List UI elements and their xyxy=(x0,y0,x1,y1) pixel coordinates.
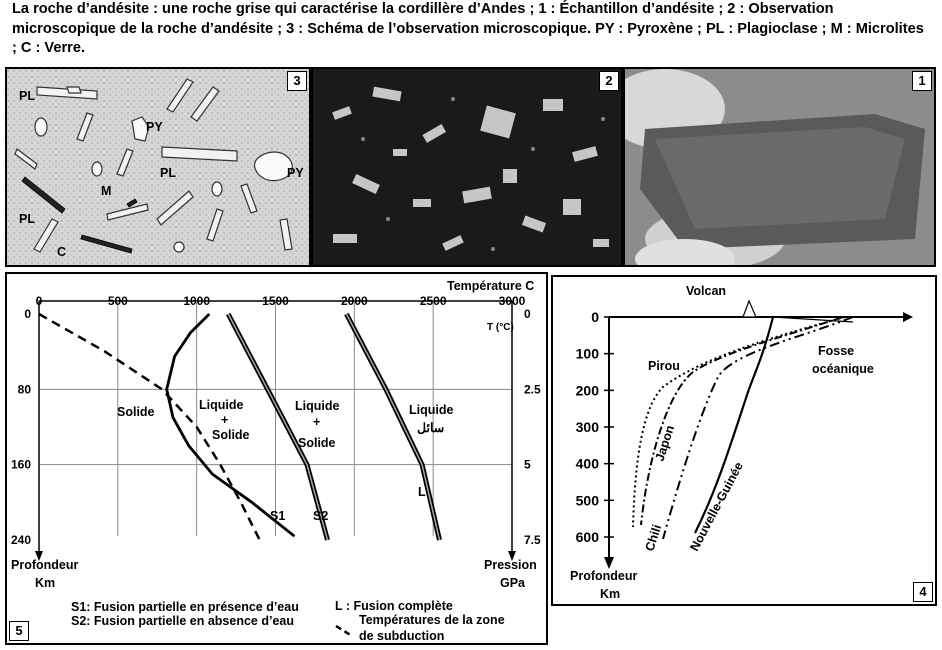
phase-diagram-chart: Température C 0 500 1000 1500 2000 2500 3000 0… xyxy=(11,279,541,643)
temperature-tick-label: 1500 xyxy=(262,294,289,308)
figure-caption: La roche d’andésite : une roche grise qu… xyxy=(12,1,924,56)
sample-photo xyxy=(625,69,934,265)
label-pl-2: PL xyxy=(160,166,176,180)
label-c: C xyxy=(57,245,66,259)
depth-tick-labels: 0 80 160 240 xyxy=(11,307,31,547)
surface-axis-arrow xyxy=(903,312,913,322)
slab-label: Nouvelle-Guinée xyxy=(687,460,746,554)
zone-ls1-c: Solide xyxy=(212,428,250,442)
zone-ls2-a: Liquide xyxy=(295,399,339,413)
series-s2 xyxy=(227,313,329,541)
phase-diagram-series xyxy=(38,312,442,541)
panel-4-subduction: 0 100 200 300 400 500 600 Pirou Japon Chili Nouve… xyxy=(551,275,937,606)
panel-5-badge: 5 xyxy=(9,621,29,641)
legend-l: L : Fusion complète xyxy=(335,599,453,613)
panel-1-badge: 1 xyxy=(912,71,932,91)
microscope-schema: PL PY PL PY M PL C xyxy=(7,69,309,265)
series-s1 xyxy=(165,313,296,538)
phase-diagram-grid xyxy=(35,300,516,561)
zone-ls1-b: + xyxy=(221,413,228,427)
pressure-tick-label: 0 xyxy=(524,307,531,321)
legend-dash-2: de subduction xyxy=(359,629,444,643)
pressure-axis-arrow xyxy=(508,551,516,561)
legend-dash-1: Températures de la zone xyxy=(359,613,505,627)
zone-liquide-ar: سائل xyxy=(417,421,445,435)
depth-axis-arrow xyxy=(604,557,614,569)
pressure-axis-label-2: GPa xyxy=(500,576,526,590)
slab-label: Pirou xyxy=(648,359,680,373)
curve-label-s2: S2 xyxy=(313,509,328,523)
zone-liquide: Liquide xyxy=(409,403,453,417)
depth-axis-label-2: Km xyxy=(35,576,55,590)
volcan-label: Volcan xyxy=(686,284,726,298)
panel-3-badge: 3 xyxy=(287,71,307,91)
subduction-axes xyxy=(604,312,913,569)
depth-tick-label: 240 xyxy=(11,533,31,547)
volcano-icon xyxy=(742,299,757,318)
depth-tick-label: 500 xyxy=(576,492,600,508)
trench-line xyxy=(772,316,854,323)
depth-axis-arrow xyxy=(35,551,43,561)
pressure-axis-label-1: Pression xyxy=(484,558,537,572)
temperature-tick-label: 2500 xyxy=(420,294,447,308)
pressure-tick-label: 2.5 xyxy=(524,382,541,396)
slab-japon xyxy=(640,316,844,526)
fosse-label-2: océanique xyxy=(812,362,874,376)
fosse-label-1: Fosse xyxy=(818,344,854,358)
curve-label-l: L xyxy=(418,485,426,499)
tc-unit-label: T (°C) xyxy=(487,322,514,333)
pressure-tick-label: 5 xyxy=(524,458,531,472)
depth-tick-label: 300 xyxy=(576,419,600,435)
zone-ls2-b: + xyxy=(313,415,320,429)
depth-tick-label: 600 xyxy=(576,529,600,545)
temperature-tick-label: 500 xyxy=(108,294,128,308)
pressure-tick-label: 7.5 xyxy=(524,533,541,547)
depth-tick-label: 0 xyxy=(24,307,31,321)
panel-4-badge: 4 xyxy=(913,582,933,602)
panel-2-micrograph: 2 xyxy=(311,67,623,267)
depth-tick-label: 400 xyxy=(576,456,600,472)
depth-tick-label: 0 xyxy=(591,309,599,325)
label-py-1: PY xyxy=(146,120,163,134)
subduction-depth-label-2: Km xyxy=(600,587,620,601)
temperature-tick-label: 0 xyxy=(36,294,43,308)
depth-tick-label: 100 xyxy=(576,346,600,362)
subduction-depth-label-1: Profondeur xyxy=(570,569,637,583)
subduction-depth-ticks: 0 100 200 300 400 500 600 xyxy=(576,309,614,545)
zone-ls2-c: Solide xyxy=(298,436,336,450)
temperature-tick-labels: 0 500 1000 1500 2000 2500 3000 xyxy=(36,294,526,308)
depth-tick-label: 160 xyxy=(11,458,31,472)
pressure-tick-labels: 0 2.5 5 7.5 xyxy=(524,307,541,547)
legend-dash-swatch xyxy=(335,624,353,638)
temperature-tick-label: 1000 xyxy=(183,294,210,308)
slab-pirou xyxy=(632,316,846,528)
temperature-tick-label: 2000 xyxy=(341,294,368,308)
slab-label: Chili xyxy=(643,523,665,553)
depth-axis-label-1: Profondeur xyxy=(11,558,78,572)
panel-1-sample: 1 xyxy=(623,67,936,267)
series-subduction-temperatures xyxy=(38,312,261,541)
depth-tick-label: 200 xyxy=(576,382,600,398)
label-pl-1: PL xyxy=(19,89,35,103)
micrograph-image xyxy=(313,69,621,265)
series-l xyxy=(345,313,441,541)
slab-nouvelle-guin-e xyxy=(694,316,775,534)
temperature-axis-title: Température C xyxy=(447,279,534,293)
temperature-tick-label: 3000 xyxy=(499,294,526,308)
panel-2-badge: 2 xyxy=(599,71,619,91)
legend-s2: S2: Fusion partielle en absence d’eau xyxy=(71,614,294,628)
panel-3-schema: PL PY PL PY M PL C 3 xyxy=(5,67,311,267)
zone-ls1-a: Liquide xyxy=(199,398,243,412)
depth-tick-label: 80 xyxy=(18,382,32,396)
legend-s1: S1: Fusion partielle en présence d’eau xyxy=(71,600,299,614)
slab-chili xyxy=(662,316,854,540)
zone-solide: Solide xyxy=(117,405,155,419)
label-m: M xyxy=(101,184,111,198)
label-pl-3: PL xyxy=(19,212,35,226)
panel-5-phase-diagram: Température C 0 500 1000 1500 2000 2500 3000 0… xyxy=(5,272,548,645)
label-py-2: PY xyxy=(287,166,304,180)
curve-label-s1: S1 xyxy=(270,509,285,523)
